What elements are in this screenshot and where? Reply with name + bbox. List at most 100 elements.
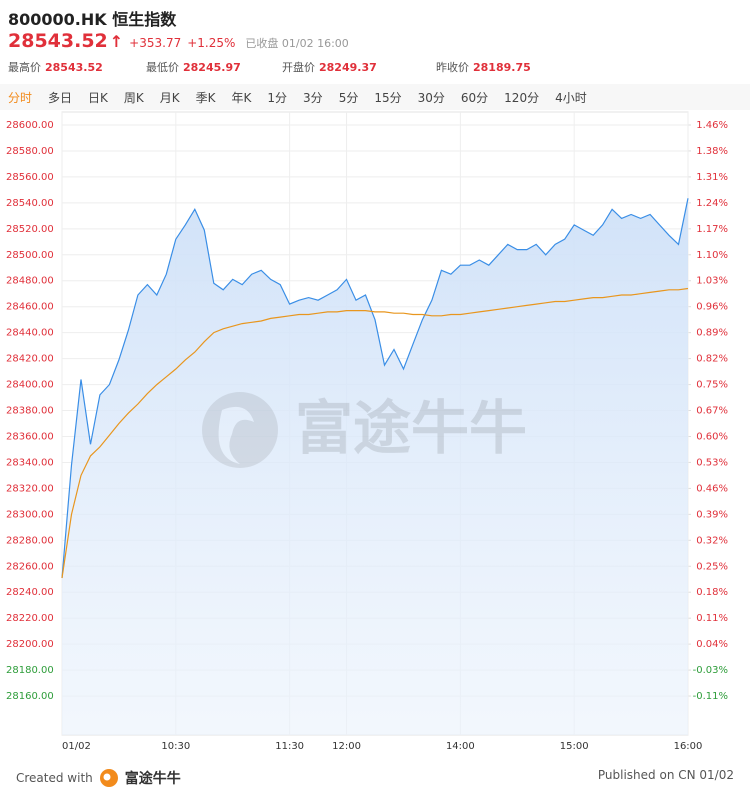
y-tick-label: 28400.00 xyxy=(6,380,54,391)
brand-logo xyxy=(99,769,118,787)
y-tick-label: 28300.00 xyxy=(6,509,54,520)
stat-value: 28189.75 xyxy=(473,61,531,74)
y-tick-label: 28580.00 xyxy=(6,146,54,157)
y2-tick-label: 1.38% xyxy=(696,146,728,157)
symbol: 800000.HK xyxy=(8,10,107,29)
index-name: 恒生指数 xyxy=(112,10,177,29)
y-tick-label: 28500.00 xyxy=(6,250,54,261)
tab[interactable]: 分时 xyxy=(8,90,33,105)
y2-tick-label: 0.32% xyxy=(696,535,728,546)
tab[interactable]: 年K xyxy=(231,90,252,105)
x-tick-label: 14:00 xyxy=(446,741,475,752)
series-line xyxy=(61,198,689,579)
status: 已收盘 xyxy=(245,37,279,50)
up-arrow: ↑ xyxy=(109,32,124,51)
y2-tick-label: 0.60% xyxy=(696,431,728,442)
y2-tick-label: 1.10% xyxy=(696,250,728,261)
stat-value: 28543.52 xyxy=(45,61,103,74)
y-tick-label: 28540.00 xyxy=(6,198,54,209)
y-tick-label: 28520.00 xyxy=(6,224,54,235)
y2-tick-label: 1.03% xyxy=(696,276,728,287)
y-tick-label: 28160.00 xyxy=(6,691,54,702)
change-pct: +1.25% xyxy=(187,36,236,50)
stat-value: 28245.97 xyxy=(183,61,241,74)
y2-tick-label: 1.24% xyxy=(696,198,728,209)
stat-label: 开盘价 xyxy=(282,61,315,74)
tab[interactable]: 月K xyxy=(159,90,180,105)
y-tick-label: 28200.00 xyxy=(6,639,54,650)
tab[interactable]: 多日 xyxy=(48,90,73,105)
y-tick-label: 28220.00 xyxy=(6,613,54,624)
tab[interactable]: 1分 xyxy=(267,90,288,105)
y-tick-label: 28440.00 xyxy=(6,328,54,339)
stat: 最低价 28245.97 xyxy=(146,59,241,75)
stat-label: 昨收价 xyxy=(436,61,469,74)
symbol-title: 800000.HK 恒生指数 xyxy=(8,6,176,30)
tab[interactable]: 季K xyxy=(195,90,216,105)
watermark-text: 富途牛牛 xyxy=(295,394,527,462)
stat: 昨收价 28189.75 xyxy=(436,59,531,75)
tab[interactable]: 4小时 xyxy=(555,90,587,105)
price-row: 28543.52 ↑ +353.77 +1.25% 已收盘 01/02 16:0… xyxy=(8,30,349,52)
y2-tick-label: 0.75% xyxy=(696,380,728,391)
y2-tick-label: 0.11% xyxy=(696,613,728,624)
tab[interactable]: 30分 xyxy=(417,90,445,105)
y2-tick-label: 0.53% xyxy=(696,457,728,468)
y-tick-label: 28460.00 xyxy=(6,302,54,313)
tab[interactable]: 120分 xyxy=(504,90,540,105)
y-tick-label: 28320.00 xyxy=(6,483,54,494)
y-tick-label: 28420.00 xyxy=(6,354,54,365)
brand: 富途牛牛 xyxy=(124,771,181,787)
tab[interactable]: 周K xyxy=(123,90,144,105)
y-tick-label: 28360.00 xyxy=(6,431,54,442)
y2-tick-label: 0.18% xyxy=(696,587,728,598)
y-tick-label: 28240.00 xyxy=(6,587,54,598)
x-tick-label: 11:30 xyxy=(275,741,304,752)
stat: 最高价 28543.52 xyxy=(8,59,103,75)
y-tick-label: 28480.00 xyxy=(6,276,54,287)
y2-tick-label: 0.25% xyxy=(696,561,728,572)
y2-tick-label: 1.46% xyxy=(696,120,728,131)
tab[interactable]: 日K xyxy=(88,90,108,105)
y-tick-label: 28600.00 xyxy=(6,120,54,131)
y2-tick-label: 0.04% xyxy=(696,639,728,650)
y2-tick-label: 1.17% xyxy=(696,224,728,235)
change: +353.77 xyxy=(129,36,182,50)
market-status: 已收盘 01/02 16:00 xyxy=(245,35,348,51)
x-tick-label: 16:00 xyxy=(674,741,703,752)
y2-tick-label: 1.31% xyxy=(696,172,728,183)
watermark: 富途牛牛 xyxy=(202,392,527,468)
x-tick-label: 12:00 xyxy=(332,741,361,752)
y-tick-label: 28260.00 xyxy=(6,561,54,572)
x-tick-label: 01/02 xyxy=(62,741,91,752)
published: Published on CN 01/02 xyxy=(597,768,734,782)
y2-tick-label: -0.03% xyxy=(693,665,728,676)
y2-tick-label: 0.39% xyxy=(696,509,728,520)
y2-tick-label: 0.46% xyxy=(696,483,728,494)
y2-tick-label: 0.89% xyxy=(696,328,728,339)
y-tick-label: 28560.00 xyxy=(6,172,54,183)
y-tick-label: 28380.00 xyxy=(6,406,54,417)
y2-tick-label: -0.11% xyxy=(693,691,728,702)
tab-bar: 分时 多日 日K 周K 月K 季K 年K 1分 3分 5分 15分 30分 60分 120分 4小时 xyxy=(0,84,750,110)
tab[interactable]: 5分 xyxy=(338,90,359,105)
time: 01/02 16:00 xyxy=(281,37,349,50)
tab[interactable]: 15分 xyxy=(374,90,402,105)
x-tick-label: 15:00 xyxy=(560,741,589,752)
y-tick-label: 28180.00 xyxy=(6,665,54,676)
stat: 开盘价 28249.37 xyxy=(282,59,377,75)
x-tick-label: 10:30 xyxy=(161,741,190,752)
y2-tick-label: 0.82% xyxy=(696,354,728,365)
tab[interactable]: 3分 xyxy=(303,90,323,105)
last-price: 28543.52 xyxy=(8,30,108,52)
footer-left: Created with 富途牛牛 xyxy=(16,768,181,788)
price-area xyxy=(62,198,688,736)
y-tick-label: 28340.00 xyxy=(6,457,54,468)
tab[interactable]: 60分 xyxy=(460,90,489,105)
y-tick-label: 28280.00 xyxy=(6,535,54,546)
series-line xyxy=(61,287,689,579)
y2-tick-label: 0.67% xyxy=(696,406,728,417)
stat-label: 最低价 xyxy=(146,61,179,74)
